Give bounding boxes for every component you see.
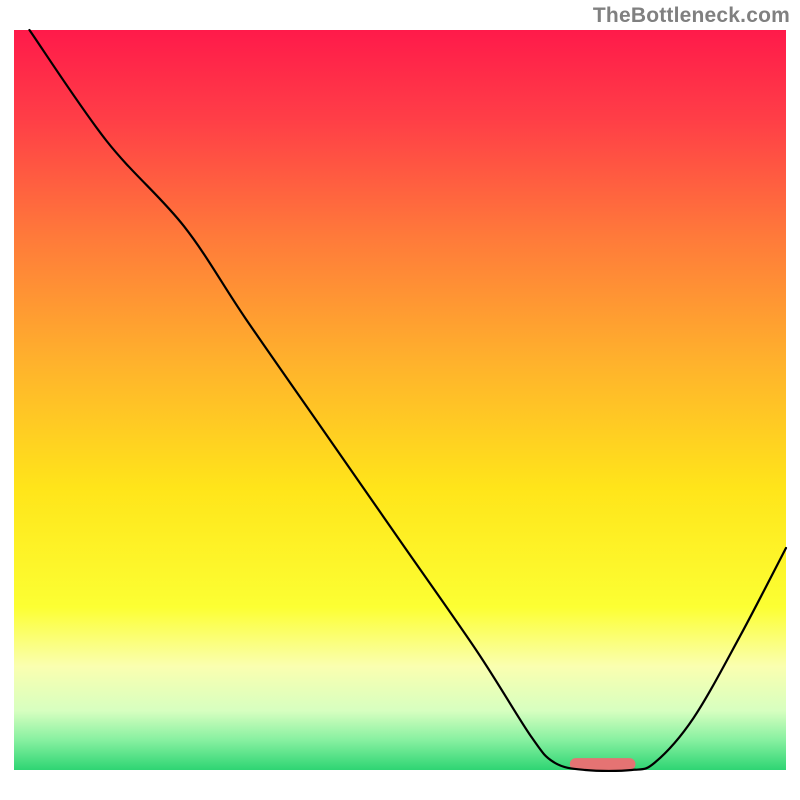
watermark-text: TheBottleneck.com (593, 4, 790, 28)
chart-root: TheBottleneck.com (0, 0, 800, 800)
plot-background (14, 30, 786, 770)
bottleneck-chart (0, 0, 800, 800)
optimal-range-marker (570, 758, 636, 770)
